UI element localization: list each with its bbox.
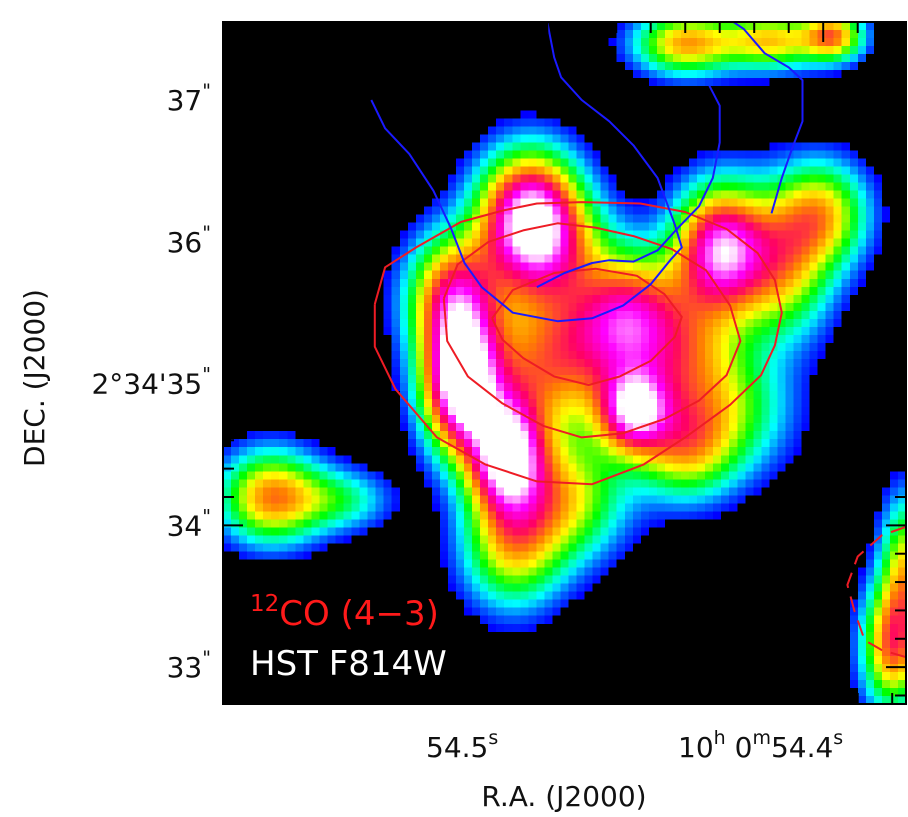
y-tick-label: 36" (167, 222, 211, 259)
y-tick-label: 34" (167, 505, 211, 542)
y-tick-label: 2°34'35" (91, 364, 211, 401)
contour-3-0 (846, 525, 906, 659)
plot-frame (222, 21, 907, 705)
legend-co-isotope: 12 (250, 591, 279, 617)
tick-marks (223, 22, 906, 704)
legend-hst-label: HST F814W (250, 644, 447, 684)
y-tick-label: 37" (167, 80, 211, 117)
legend-co-transition: CO (4−3) (279, 594, 439, 634)
contour-0-1 (442, 222, 742, 439)
y-tick-label: 33" (167, 647, 211, 684)
contour-0-0 (373, 201, 783, 486)
y-axis-title: DEC. (J2000) (18, 289, 51, 467)
x-tick-label: 10h 0m54.4s (678, 727, 843, 764)
hst-f814w-image (223, 22, 906, 704)
x-axis-title: R.A. (J2000) (481, 780, 646, 813)
contour-layer (370, 22, 906, 659)
legend-co-label: 12CO (4−3) (250, 591, 439, 634)
contour-2-2 (732, 22, 804, 214)
x-tick-label: 54.5s (426, 727, 498, 764)
contour-2-1 (536, 85, 721, 288)
contour-2-0 (370, 22, 683, 323)
tick-labels: 37" 36" 2°34'35" 34" 33" 54.5s 10h 0m54.4s (91, 80, 843, 764)
